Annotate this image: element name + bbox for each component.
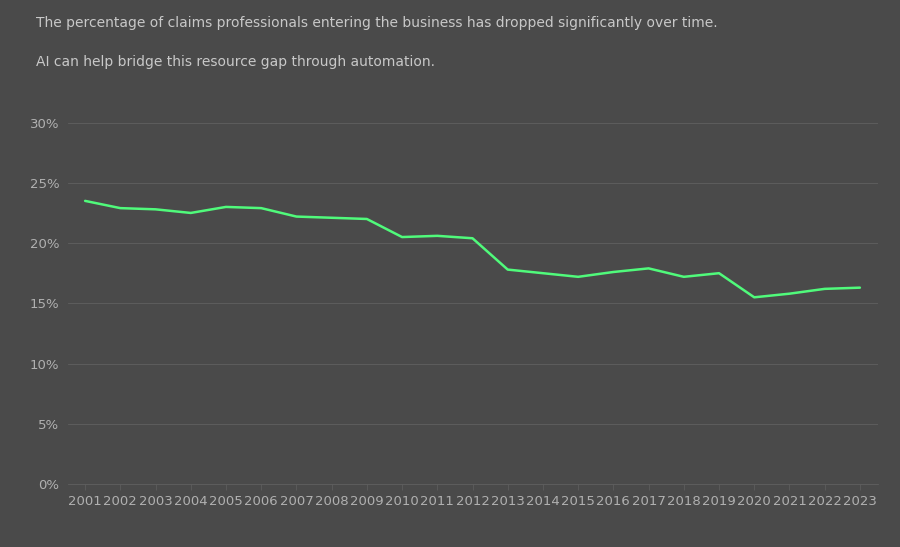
Text: The percentage of claims professionals entering the business has dropped signifi: The percentage of claims professionals e… [36,16,717,31]
Text: AI can help bridge this resource gap through automation.: AI can help bridge this resource gap thr… [36,55,435,69]
